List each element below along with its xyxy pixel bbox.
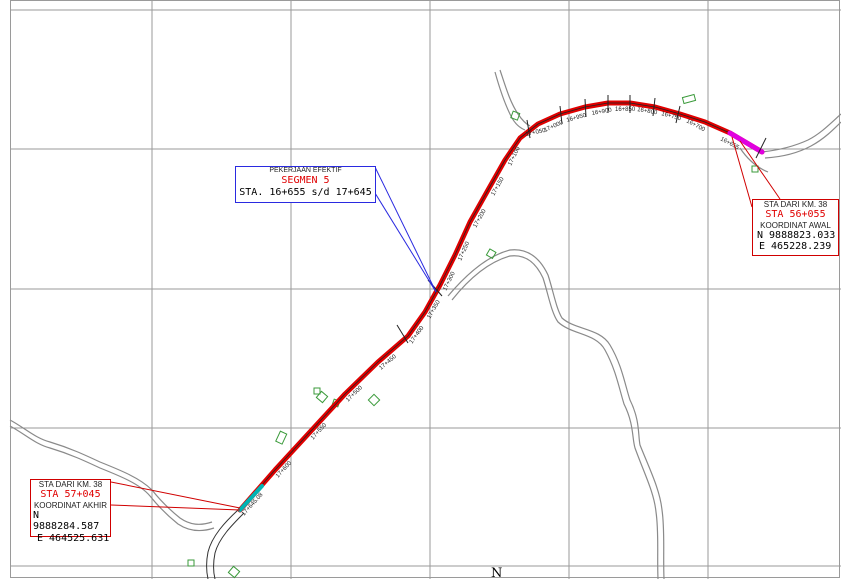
- building: [275, 430, 288, 445]
- road-west-edge: [9, 425, 215, 532]
- segment-name: SEGMEN 5: [281, 175, 330, 187]
- road-spur-right: [739, 147, 769, 173]
- building: [751, 165, 759, 173]
- start-coord-label: KOORDINAT AWAL: [760, 220, 831, 230]
- station-label: 16+900: [591, 107, 613, 116]
- road-branch-north-edge: [499, 69, 531, 127]
- end-callout-ref: STA DARI KM. 38: [38, 480, 103, 489]
- building: [227, 565, 241, 579]
- end-callout: STA DARI KM. 38 STA 57+045 KOORDINAT AKH…: [30, 479, 111, 544]
- route-segment-5: [237, 100, 765, 513]
- start-north-coordinate: N 9888823.033: [757, 229, 836, 241]
- building: [510, 110, 521, 121]
- start-east-coordinate: E 465228.239: [759, 241, 832, 253]
- road-east-edge: [764, 121, 841, 159]
- route-end-marker: [238, 484, 264, 512]
- end-callout-leader: [110, 504, 241, 511]
- secondary-roads: [9, 69, 841, 579]
- road-branch-south: [447, 249, 665, 579]
- building: [681, 93, 697, 105]
- station-label: 16+800: [637, 107, 659, 116]
- north-arrow-label: N: [491, 566, 503, 581]
- end-sta: STA 57+045: [40, 489, 101, 501]
- segment-callout: PEKERJAAN EFEKTIF SEGMEN 5 STA. 16+655 s…: [235, 166, 376, 203]
- road-branch-north: [494, 71, 526, 131]
- end-coord-label: KOORDINAT AKHIR: [33, 500, 108, 510]
- road-southwest-curve-edge: [213, 512, 245, 579]
- station-label: 17+050: [525, 128, 547, 138]
- route-start-marker: [727, 130, 765, 155]
- start-callout-ref: STA DARI KM. 38: [763, 200, 828, 209]
- road-southwest-curve: [206, 509, 239, 579]
- segment-callout-leader: [374, 192, 437, 293]
- building: [367, 393, 381, 407]
- start-callout-leader: [739, 140, 781, 200]
- coordinate-grid: [10, 0, 841, 579]
- road-branch-south-edge: [451, 255, 659, 579]
- road-east: [761, 113, 841, 153]
- building: [315, 390, 329, 404]
- segment-callout-leader: [374, 166, 437, 293]
- building: [485, 248, 497, 260]
- station-label: 16+950: [566, 113, 588, 124]
- route-centerline: [239, 102, 763, 511]
- start-callout: STA DARI KM. 38 STA 56+055 KOORDINAT AWA…: [752, 199, 839, 256]
- end-north-coordinate: N 9888284.587: [33, 509, 100, 533]
- start-callout-leader: [731, 136, 753, 208]
- start-sta: STA 56+055: [765, 209, 826, 221]
- cross-section-ticks: [396, 95, 767, 344]
- segment-callout-title: PEKERJAAN EFEKTIF: [269, 167, 342, 174]
- segment-sta-range: STA. 16+655 s/d 17+645: [239, 186, 372, 198]
- end-east-coordinate: E 464525.631: [37, 532, 110, 544]
- building: [313, 387, 321, 395]
- station-label: 16+850: [615, 107, 636, 113]
- building: [187, 559, 195, 567]
- station-label: 16+750: [660, 111, 682, 122]
- end-callout-leader: [110, 481, 241, 509]
- road-west: [9, 419, 213, 525]
